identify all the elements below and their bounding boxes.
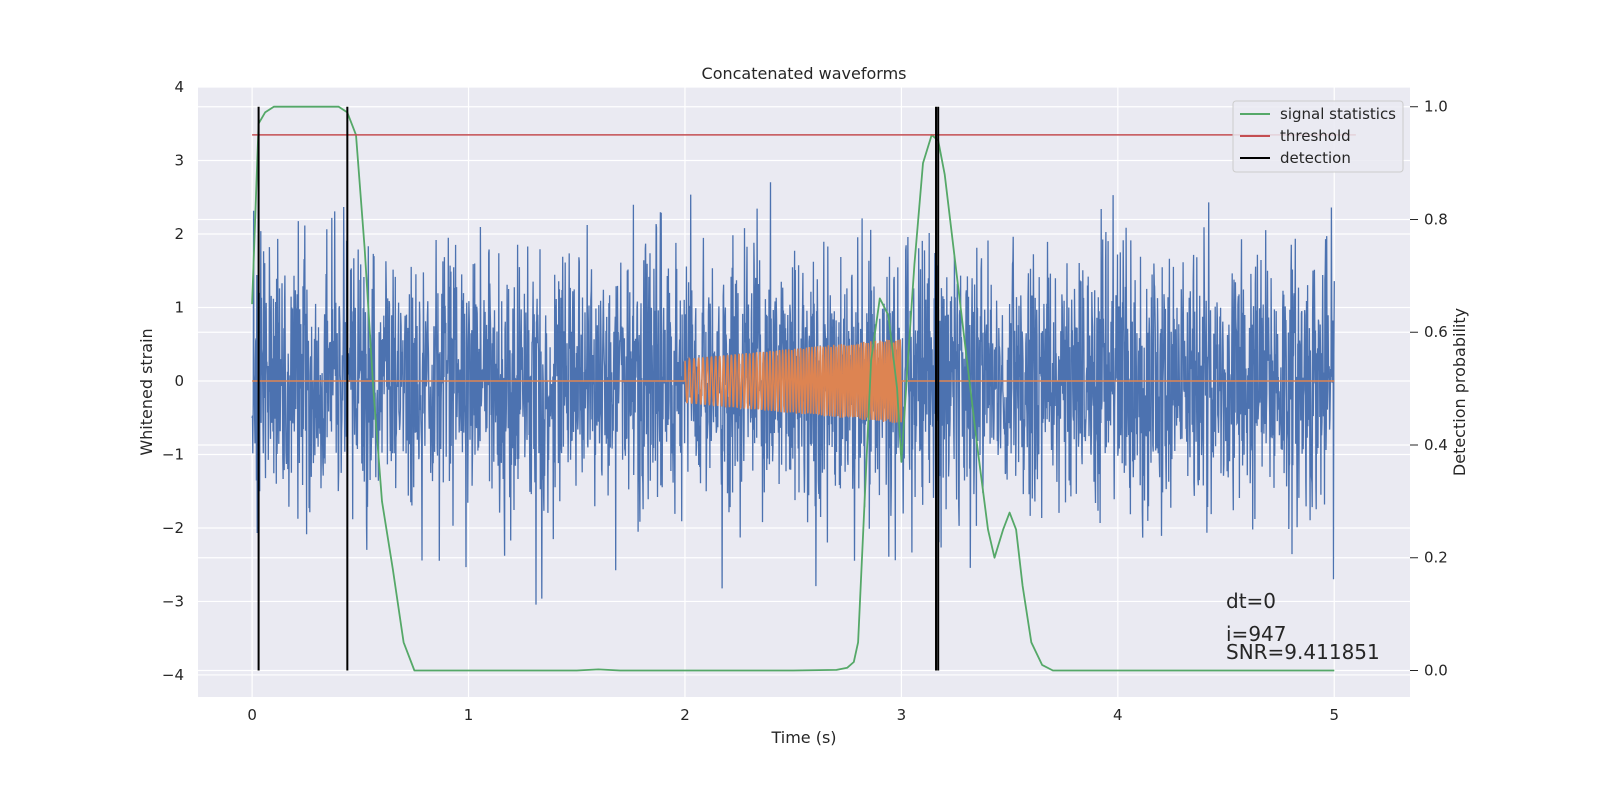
legend-label-threshold: threshold [1280,127,1351,145]
annotation-snr: SNR=9.411851 [1226,640,1380,664]
x-tick-label: 4 [1113,706,1123,724]
annotation-index: i=947 [1226,622,1287,646]
series-layer [251,105,1356,672]
x-axis-label: Time (s) [770,728,836,747]
x-tick-label: 2 [680,706,690,724]
legend: signal statistics threshold detection [1232,100,1404,173]
y2-tick-label: 0.6 [1424,323,1448,341]
y-tick-label: −2 [162,519,184,537]
y-tick-label: 1 [174,298,184,316]
legend-label-detection: detection [1280,149,1351,167]
y2-tick-label: 0.0 [1424,662,1448,680]
chart-title: Concatenated waveforms [702,64,907,83]
y2-tick-label: 0.2 [1424,549,1448,567]
y-axis-label: Whitened strain [137,328,156,455]
x-tick-label: 5 [1329,706,1339,724]
y-tick-label: 0 [174,372,184,390]
noise-series-line [251,182,1335,605]
y2-tick-label: 0.4 [1424,436,1448,454]
y-tick-label: −3 [162,592,184,610]
tick-layer: 0 1 2 3 4 5 4 3 2 1 0 −1 −2 −3 −4 1.0 0.8 0.6 0.4 0.2 0.0 [162,78,1448,724]
y-tick-label: 4 [174,78,184,96]
legend-label-signal-statistics: signal statistics [1280,105,1396,123]
y2-axis-label: Detection probability [1450,308,1469,476]
y-tick-label: 3 [174,151,184,169]
annotations: dt=0 i=947 SNR=9.411851 [1226,589,1380,664]
x-tick-label: 3 [897,706,907,724]
y-tick-label: 2 [174,225,184,243]
x-tick-label: 0 [247,706,257,724]
signal-statistics-line [251,105,1335,672]
y-tick-label: −1 [162,445,184,463]
annotation-dt: dt=0 [1226,589,1276,613]
legend-box [1232,100,1404,173]
x-tick-label: 1 [464,706,474,724]
chirp-series-line [252,339,1335,423]
y2-tick-label: 1.0 [1424,98,1448,116]
y2-tick-label: 0.8 [1424,210,1448,228]
y-tick-label: −4 [162,666,184,684]
series-clip-group [251,105,1356,672]
